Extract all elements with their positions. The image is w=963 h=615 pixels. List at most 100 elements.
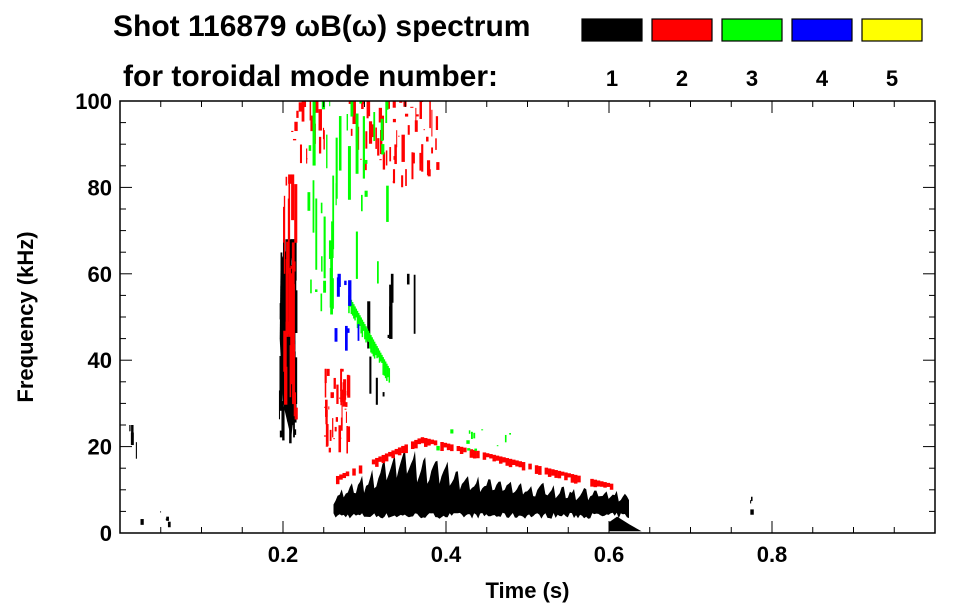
data-streak bbox=[379, 159, 382, 161]
data-streak bbox=[290, 265, 293, 269]
legend-swatch-5 bbox=[861, 18, 923, 42]
data-streak bbox=[299, 144, 303, 164]
data-streak bbox=[328, 447, 331, 453]
data-streak bbox=[323, 216, 326, 279]
data-streak bbox=[129, 425, 131, 432]
spectrum-data bbox=[129, 101, 754, 532]
mode-2-segment bbox=[394, 448, 399, 455]
mode-2-segment bbox=[508, 458, 513, 468]
data-streak bbox=[320, 293, 323, 312]
mode-3-segment bbox=[367, 330, 370, 342]
data-streak bbox=[306, 158, 308, 160]
mode-2-segment bbox=[401, 445, 405, 454]
data-streak bbox=[285, 176, 288, 186]
mode-2-segment bbox=[603, 482, 607, 488]
data-streak bbox=[321, 256, 323, 272]
data-streak bbox=[293, 392, 296, 417]
data-streak bbox=[310, 115, 314, 132]
data-streak bbox=[333, 377, 336, 389]
data-streak bbox=[324, 368, 327, 384]
data-streak bbox=[315, 198, 318, 270]
mode-3-segment bbox=[357, 313, 360, 329]
data-streak bbox=[330, 395, 334, 399]
mode-3-segment bbox=[359, 315, 361, 326]
data-streak bbox=[340, 368, 344, 372]
data-streak bbox=[411, 152, 415, 164]
data-streak bbox=[325, 409, 328, 425]
x-tick-label: 0.4 bbox=[431, 542, 462, 567]
data-streak bbox=[377, 261, 379, 284]
legend-label-2: 2 bbox=[676, 66, 688, 91]
mode-3-segment bbox=[366, 328, 369, 341]
data-streak bbox=[281, 401, 284, 436]
data-streak bbox=[294, 407, 298, 420]
mode-2-segment bbox=[472, 450, 477, 459]
data-streak bbox=[421, 144, 424, 172]
mode-3-segment bbox=[376, 346, 378, 359]
data-streak bbox=[419, 101, 422, 119]
data-streak bbox=[135, 442, 137, 459]
data-streak bbox=[291, 242, 295, 300]
data-streak bbox=[364, 190, 368, 197]
mode-2-segment bbox=[515, 460, 519, 467]
data-streak bbox=[322, 127, 325, 140]
data-streak bbox=[315, 101, 319, 113]
data-streak bbox=[329, 429, 332, 441]
data-streak bbox=[296, 110, 299, 118]
data-streak bbox=[332, 418, 334, 438]
data-streak bbox=[328, 240, 332, 259]
data-streak bbox=[320, 202, 323, 214]
data-streak bbox=[467, 448, 471, 451]
data-streak bbox=[361, 101, 365, 105]
data-streak bbox=[415, 107, 417, 130]
data-streak bbox=[344, 408, 347, 410]
data-streak bbox=[330, 278, 334, 309]
mode-2-segment bbox=[427, 438, 431, 446]
mode-1-late bbox=[750, 496, 754, 515]
data-streak bbox=[496, 445, 499, 447]
mode-2-segment bbox=[443, 442, 448, 448]
y-tick-label: 60 bbox=[88, 262, 112, 287]
mode-2-segment bbox=[463, 447, 467, 453]
data-streak bbox=[303, 101, 307, 108]
mode-2-segment bbox=[521, 462, 526, 471]
mode-3-segment bbox=[364, 324, 366, 340]
data-streak bbox=[166, 516, 169, 521]
data-streak bbox=[436, 445, 440, 451]
data-streak bbox=[292, 344, 296, 405]
data-streak bbox=[389, 284, 393, 339]
data-streak bbox=[348, 280, 352, 306]
data-streak bbox=[381, 144, 385, 155]
data-streak bbox=[369, 356, 372, 394]
mode-2-segment bbox=[570, 474, 575, 483]
data-streak bbox=[337, 273, 341, 287]
data-streak bbox=[340, 368, 343, 392]
data-streak bbox=[294, 429, 297, 435]
data-streak bbox=[283, 206, 285, 243]
mode-3-segment bbox=[371, 337, 373, 354]
data-streak bbox=[280, 435, 285, 437]
data-streak bbox=[347, 146, 351, 200]
mode-1-early bbox=[129, 425, 137, 459]
data-streak bbox=[323, 280, 327, 293]
data-streak bbox=[318, 136, 322, 154]
data-streak bbox=[283, 330, 287, 372]
data-streak bbox=[378, 107, 383, 123]
data-streak bbox=[470, 431, 473, 439]
legend-swatch-3 bbox=[721, 18, 783, 42]
data-streak bbox=[360, 158, 362, 160]
mode-2-segment bbox=[450, 444, 454, 452]
data-streak bbox=[295, 357, 298, 404]
mode-3-segment bbox=[372, 339, 375, 357]
data-streak bbox=[382, 392, 385, 397]
data-streak bbox=[411, 152, 414, 180]
data-streak bbox=[345, 411, 347, 423]
data-streak bbox=[306, 148, 308, 164]
x-tick-label: 0.6 bbox=[594, 542, 625, 567]
data-streak bbox=[290, 239, 293, 259]
mode-2-segment bbox=[459, 446, 464, 454]
mode-2-segment bbox=[430, 439, 435, 445]
mode-2-segment bbox=[512, 459, 516, 466]
data-streak bbox=[341, 399, 343, 426]
